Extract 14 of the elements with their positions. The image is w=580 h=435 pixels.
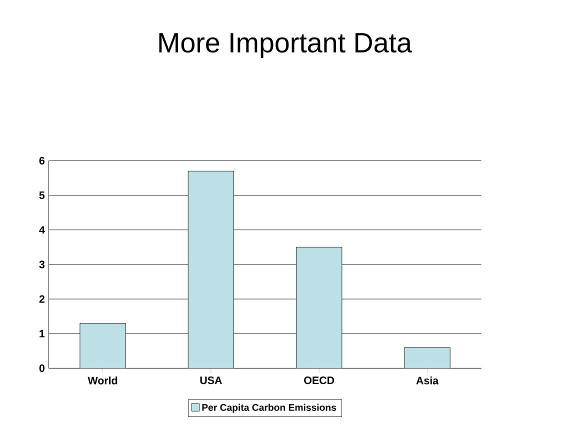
y-tick-label: 6	[39, 156, 45, 164]
bar	[404, 347, 450, 368]
y-tick-label: 3	[39, 260, 45, 268]
x-tick-label: USA	[200, 376, 222, 384]
x-tick-label: Asia	[416, 376, 439, 384]
chart-title: More Important Data	[159, 33, 412, 58]
legend-label: Per Capita Carbon Emissions	[202, 404, 336, 413]
x-tick-label: OECD	[304, 376, 334, 384]
y-tick-label: 1	[40, 330, 45, 338]
y-tick-label: 0	[39, 364, 44, 372]
y-tick-label: 5	[39, 191, 45, 199]
x-tick-label: World	[88, 376, 118, 384]
y-tick-label: 2	[39, 295, 44, 303]
y-tick-label: 4	[39, 226, 45, 234]
